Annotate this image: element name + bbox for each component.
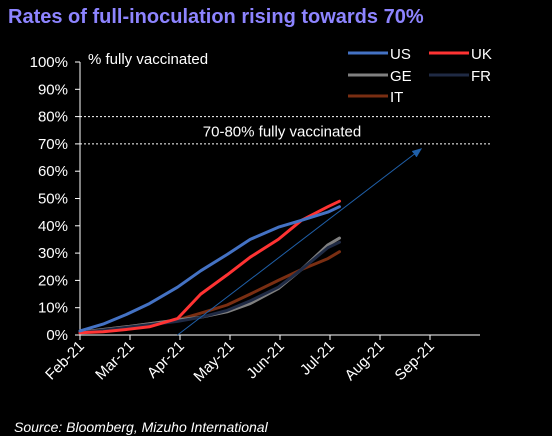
y-tick-label: 60%	[38, 163, 68, 180]
legend-label-ge: GE	[390, 68, 412, 85]
y-tick-label: 10%	[38, 300, 68, 317]
x-tick-label: May-21	[190, 338, 237, 385]
y-tick-label: 50%	[38, 191, 68, 208]
axes: 0%10%20%30%40%50%60%70%80%90%100%Feb-21 M…	[30, 54, 480, 385]
x-tick-label: Jul-21	[297, 338, 338, 379]
y-tick-label: 100%	[30, 54, 68, 71]
y-axis-label: % fully vaccinated	[88, 51, 208, 68]
target-band: 70-80% fully vaccinated	[80, 116, 490, 145]
legend-label-us: US	[390, 46, 411, 63]
y-tick-label: 30%	[38, 245, 68, 262]
y-tick-label: 80%	[38, 109, 68, 126]
chart-title: Rates of full-inoculation rising towards…	[8, 6, 424, 28]
source-note: Source: Bloomberg, Mizuho International	[14, 419, 268, 435]
legend-label-fr: FR	[471, 68, 491, 85]
trend-arrow	[177, 148, 423, 336]
y-tick-label: 20%	[38, 272, 68, 289]
band-label: 70-80% fully vaccinated	[203, 123, 361, 140]
x-tick-label: Aug-21	[342, 338, 388, 384]
y-tick-label: 0%	[46, 327, 68, 344]
legend-label-it: IT	[390, 89, 403, 106]
x-tick-label: Jun-21	[243, 338, 287, 382]
series-line-us	[78, 205, 341, 333]
x-tick-label: Feb-21	[42, 338, 88, 384]
x-tick-label: Sep-21	[392, 338, 438, 384]
y-tick-label: 90%	[38, 81, 68, 98]
y-tick-label: 40%	[38, 218, 68, 235]
legend: US UK GE FR IT	[348, 46, 492, 106]
series-lines	[78, 199, 341, 335]
legend-label-uk: UK	[471, 46, 492, 63]
x-tick-label: Apr-21	[144, 338, 188, 382]
series-line-fr	[78, 240, 341, 335]
x-tick-label: Mar-21	[92, 338, 138, 384]
trend-arrow-line	[177, 148, 423, 336]
y-tick-label: 70%	[38, 136, 68, 153]
